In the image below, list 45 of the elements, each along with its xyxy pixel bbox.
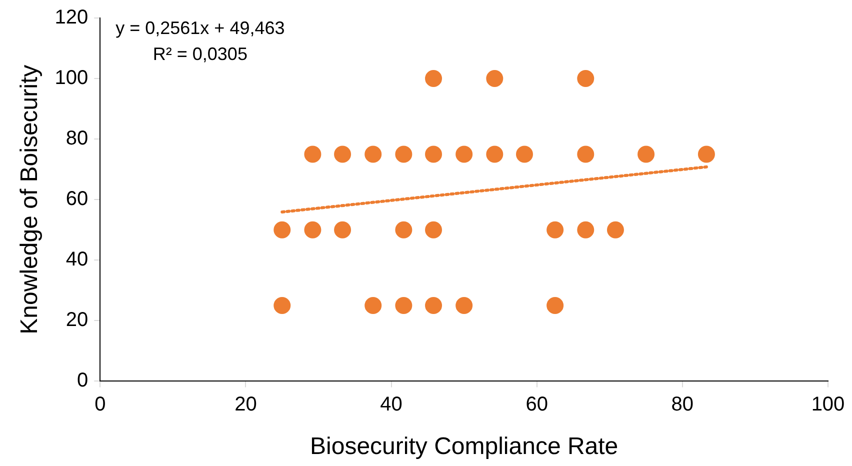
point — [425, 70, 442, 88]
point — [395, 297, 412, 314]
point — [456, 146, 473, 163]
point — [304, 146, 322, 163]
point — [577, 221, 594, 238]
point — [577, 146, 594, 163]
point — [304, 221, 322, 238]
annotation: y = 0,2561x + 49,463 — [116, 18, 285, 38]
y-tick-label: 120 — [54, 6, 88, 29]
point — [364, 146, 382, 163]
point — [698, 146, 715, 163]
point — [516, 146, 533, 163]
point — [274, 297, 291, 314]
point — [334, 146, 352, 163]
point — [606, 221, 624, 238]
point — [334, 221, 352, 238]
y-tick-label: 80 — [66, 128, 88, 150]
point — [546, 221, 564, 238]
point — [486, 146, 504, 163]
x-tick-label: 100 — [811, 394, 845, 416]
annotation: R² = 0,0305 — [152, 44, 248, 64]
x-tick-label: 0 — [94, 394, 106, 416]
x-axis-title: Biosecurity Compliance Rate — [310, 433, 618, 460]
y-tick-label: 0 — [77, 370, 88, 392]
point — [577, 70, 594, 88]
x-tick-label: 60 — [526, 394, 548, 416]
y-tick-label: 100 — [54, 67, 88, 90]
x-tick-label: 20 — [234, 394, 257, 416]
point — [364, 297, 382, 314]
point — [425, 297, 442, 314]
x-tick-label: 80 — [671, 394, 694, 416]
x-tick-label: 40 — [380, 394, 402, 416]
y-tick-label: 40 — [66, 248, 88, 271]
point — [395, 221, 412, 238]
point — [274, 221, 291, 238]
point — [546, 297, 564, 314]
y-tick-label: 60 — [66, 188, 88, 210]
y-tick-label: 20 — [66, 309, 88, 332]
point — [486, 70, 504, 88]
point — [425, 146, 442, 163]
point — [456, 297, 473, 314]
y-axis-title: Knowledge of Boisecurity — [16, 64, 44, 334]
point — [395, 146, 412, 163]
point — [425, 221, 442, 238]
point — [638, 146, 655, 163]
